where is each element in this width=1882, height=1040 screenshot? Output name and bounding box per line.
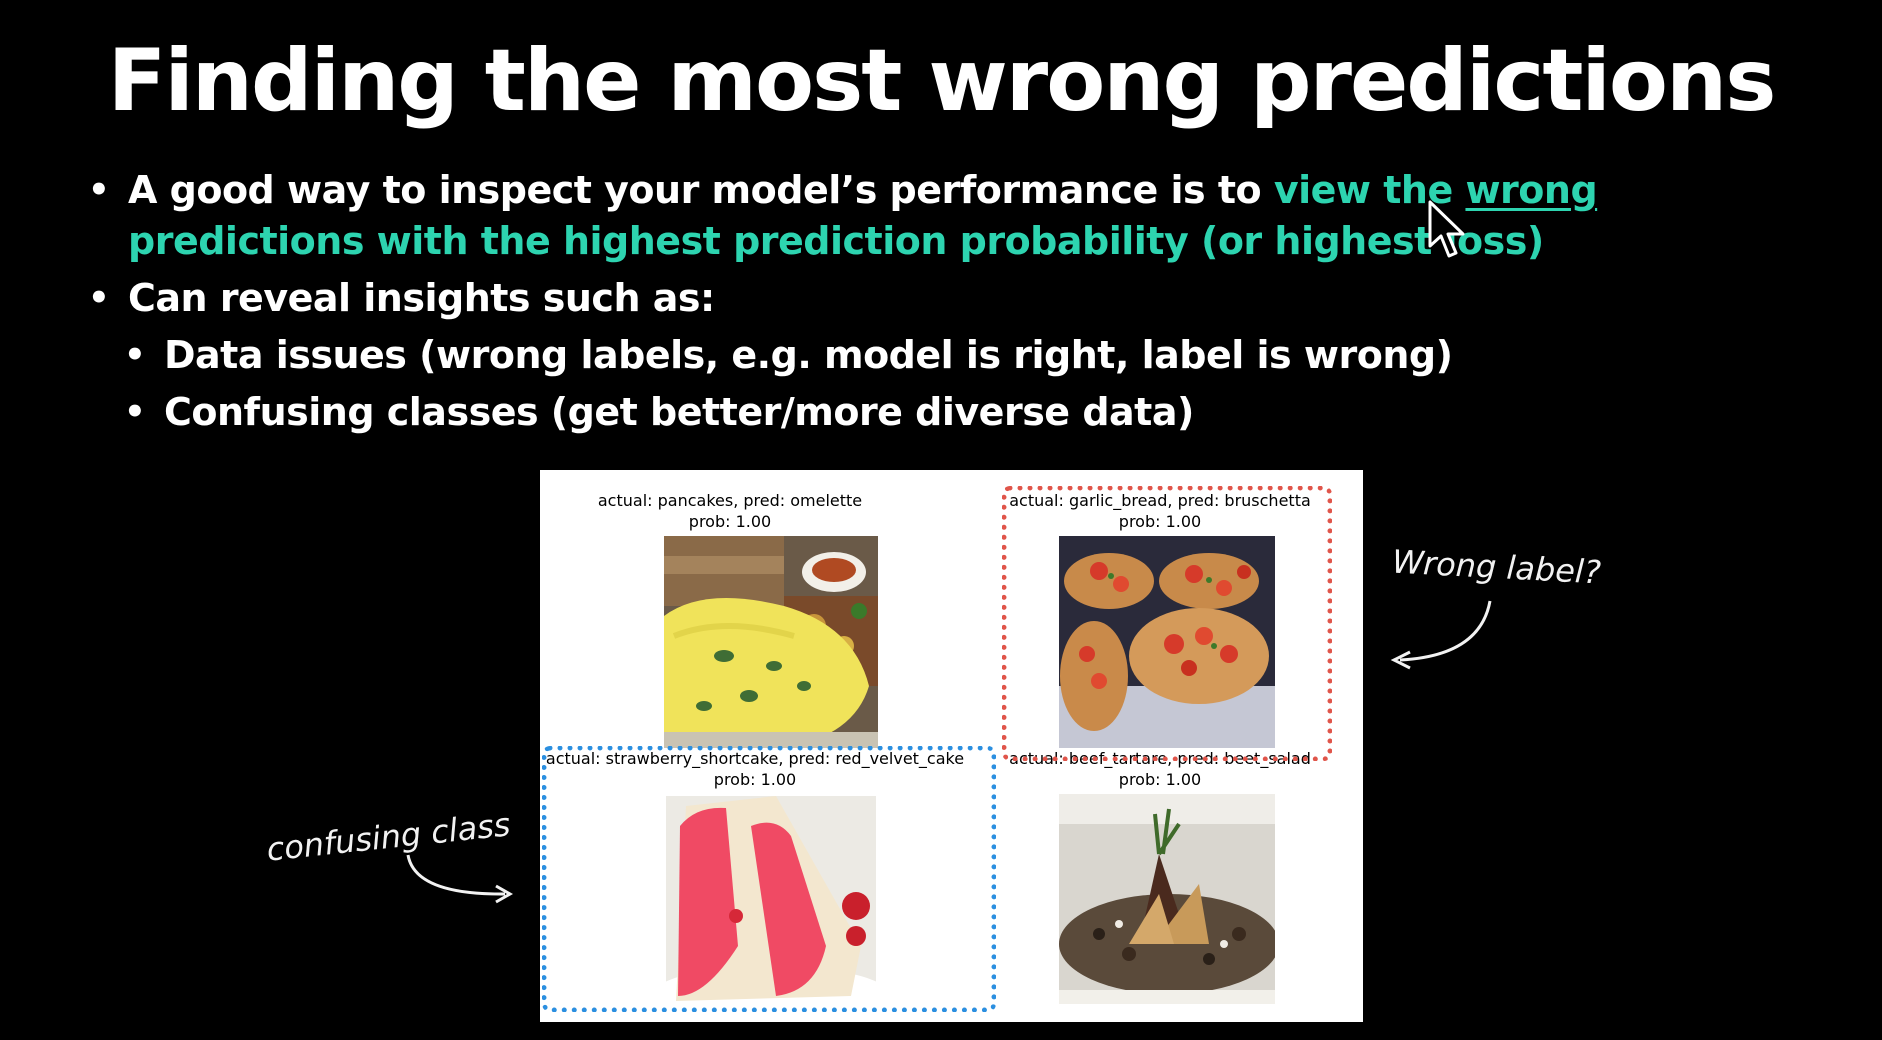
confusing-class-highlight-box <box>542 746 996 1012</box>
confusing-class-arrow-icon <box>406 854 514 904</box>
panel-title-line2: prob: 1.00 <box>1118 770 1202 789</box>
panel-title-line2: prob: 1.00 <box>1118 512 1202 531</box>
sub-bullet-data-issues: Data issues (wrong labels, e.g. model is… <box>124 330 1828 381</box>
panel-title-line1: actual: pancakes, pred: omelette <box>597 491 863 510</box>
panel-title-line1: actual: garlic_bread, pred: bruschetta <box>1009 491 1311 510</box>
omelette-image <box>664 536 878 748</box>
panel-title-garlic-bread: actual: garlic_bread, pred: bruschetta p… <box>995 490 1325 532</box>
panel-title-line2: prob: 1.00 <box>688 512 772 531</box>
highlight-pre: view the <box>1273 168 1466 212</box>
panel-title-line1: actual: strawberry_shortcake, pred: red_… <box>545 749 965 768</box>
bruschetta-image <box>1059 536 1275 748</box>
mouse-cursor-icon <box>1428 200 1465 258</box>
bullet-reveal-insights: Can reveal insights such as: <box>88 273 1828 324</box>
beef-tartare-image <box>1059 794 1275 1004</box>
panel-title-line2: prob: 1.00 <box>713 770 797 789</box>
bullet-inspect-wrong-predictions: A good way to inspect your model’s perfo… <box>88 165 1828 267</box>
highlight-underlined-word: wrong <box>1465 168 1598 212</box>
sub-bullet-confusing-classes: Confusing classes (get better/more diver… <box>124 387 1828 438</box>
panel-title-pancakes: actual: pancakes, pred: omelette prob: 1… <box>570 490 890 532</box>
wrong-label-arrow-icon <box>1390 600 1492 670</box>
wrong-label-highlight-box <box>1002 486 1332 761</box>
predictions-figure: actual: pancakes, pred: omelette prob: 1… <box>540 470 1363 1022</box>
bullet-list: A good way to inspect your model’s perfo… <box>88 165 1828 438</box>
slide-title: Finding the most wrong predictions <box>107 31 1777 131</box>
bullet-text-plain: A good way to inspect your model’s perfo… <box>128 168 1274 212</box>
bullet-highlight: view the wrong predictions with the high… <box>128 168 1598 263</box>
red-velvet-cake-image <box>666 796 876 1006</box>
panel-title-strawberry-shortcake: actual: strawberry_shortcake, pred: red_… <box>540 748 970 790</box>
wrong-label-annotation: Wrong label? <box>1391 542 1602 592</box>
highlight-post: predictions with the highest prediction … <box>128 219 1544 263</box>
